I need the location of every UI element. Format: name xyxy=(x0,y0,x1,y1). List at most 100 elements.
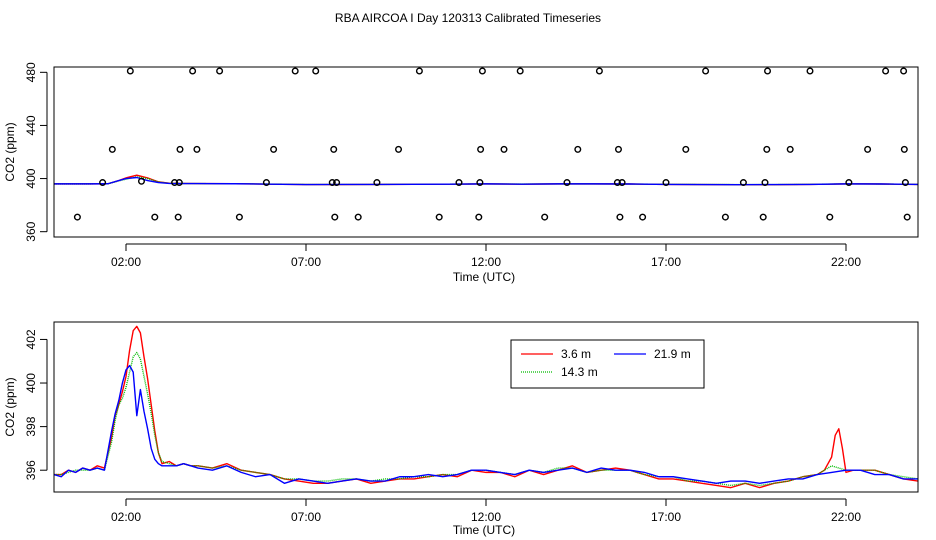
legend: 3.6 m 14.3 m 21.9 m xyxy=(510,339,705,389)
top-data-point xyxy=(328,179,336,187)
top-panel: 02:00 07:00 12:00 17:00 22:00 360 400 440 480 T… xyxy=(3,62,919,284)
top-y-tick-label: 440 xyxy=(24,115,38,135)
bottom-plot-data xyxy=(53,325,919,489)
bottom-x-tick-label: 17:00 xyxy=(651,510,681,524)
top-x-tick-label: 07:00 xyxy=(291,255,321,269)
figure-title: RBA AIRCOA I Day 120313 Calibrated Times… xyxy=(335,11,601,25)
top-data-point xyxy=(193,145,201,153)
bottom-x-tick-label: 22:00 xyxy=(831,510,861,524)
top-data-point xyxy=(806,67,814,75)
top-data-point xyxy=(262,179,270,187)
legend-label-3-6m: 3.6 m xyxy=(561,347,591,361)
top-data-point xyxy=(903,213,911,221)
top-data-point xyxy=(595,67,603,75)
top-data-point xyxy=(764,67,772,75)
top-data-point xyxy=(786,145,794,153)
bottom-x-axis-label: Time (UTC) xyxy=(453,523,515,537)
legend-label-14-3m: 14.3 m xyxy=(561,365,598,379)
bottom-series-line-2 xyxy=(54,351,919,487)
top-data-point xyxy=(614,145,622,153)
top-data-point xyxy=(395,145,403,153)
top-data-point xyxy=(373,179,381,187)
top-data-point xyxy=(435,213,443,221)
bottom-series-line-3 xyxy=(53,364,918,484)
bottom-x-axis: 02:00 07:00 12:00 17:00 22:00 xyxy=(111,498,861,524)
bottom-y-tick-label: 398 xyxy=(24,416,38,436)
top-y-tick-label: 360 xyxy=(24,221,38,241)
top-x-axis: 02:00 07:00 12:00 17:00 22:00 xyxy=(111,243,861,269)
top-x-tick-label: 17:00 xyxy=(651,255,681,269)
bottom-panel: 02:00 07:00 12:00 17:00 22:00 396 398 400 402 T… xyxy=(3,321,919,537)
top-data-point xyxy=(175,179,183,187)
bottom-plot-frame xyxy=(53,321,919,493)
top-data-point xyxy=(845,179,853,187)
top-data-point xyxy=(291,67,299,75)
top-data-point xyxy=(900,67,908,75)
bottom-x-tick-label: 12:00 xyxy=(471,510,501,524)
top-data-point xyxy=(616,213,624,221)
top-data-point xyxy=(235,213,243,221)
top-data-point xyxy=(330,145,338,153)
top-data-point xyxy=(99,179,107,187)
top-data-point xyxy=(563,179,571,187)
bottom-y-axis-label: CO2 (ppm) xyxy=(3,377,17,436)
bottom-y-tick-label: 396 xyxy=(24,460,38,480)
bottom-x-tick-label: 07:00 xyxy=(291,510,321,524)
top-x-tick-label: 02:00 xyxy=(111,255,141,269)
top-data-point xyxy=(702,67,710,75)
bottom-y-tick-label: 402 xyxy=(24,329,38,349)
top-data-point xyxy=(864,145,872,153)
top-data-point xyxy=(662,179,670,187)
top-data-point xyxy=(901,179,909,187)
top-data-point xyxy=(613,179,621,187)
bottom-y-tick-label: 400 xyxy=(24,373,38,393)
legend-label-21-9m: 21.9 m xyxy=(654,347,691,361)
top-data-point xyxy=(739,179,747,187)
top-data-point xyxy=(270,145,278,153)
top-data-point xyxy=(478,67,486,75)
top-data-point xyxy=(455,179,463,187)
top-data-point xyxy=(333,179,341,187)
top-data-point xyxy=(331,213,339,221)
top-data-point xyxy=(151,213,159,221)
top-x-tick-label: 12:00 xyxy=(471,255,501,269)
top-series-line-3 xyxy=(54,176,919,186)
top-data-point xyxy=(312,67,320,75)
top-plot-frame xyxy=(53,66,919,238)
top-data-point xyxy=(541,213,549,221)
top-data-point xyxy=(415,67,423,75)
top-data-point xyxy=(763,145,771,153)
top-y-tick-label: 400 xyxy=(24,168,38,188)
top-data-point xyxy=(759,213,767,221)
top-data-point xyxy=(500,145,508,153)
top-data-point xyxy=(900,145,908,153)
bottom-y-axis: 396 398 400 402 xyxy=(24,329,48,480)
top-data-point xyxy=(826,213,834,221)
top-plot-data xyxy=(54,67,919,221)
top-data-point xyxy=(216,67,224,75)
bottom-x-tick-label: 02:00 xyxy=(111,510,141,524)
top-data-point xyxy=(516,67,524,75)
top-data-point xyxy=(639,213,647,221)
top-data-point xyxy=(176,145,184,153)
top-data-point xyxy=(108,145,116,153)
top-data-point xyxy=(354,213,362,221)
legend-box xyxy=(510,339,705,389)
top-data-point xyxy=(761,179,769,187)
top-y-axis: 360 400 440 480 xyxy=(24,62,48,242)
top-data-point xyxy=(882,67,890,75)
top-y-axis-label: CO2 (ppm) xyxy=(3,122,17,181)
top-data-point xyxy=(618,179,626,187)
top-y-tick-label: 480 xyxy=(24,62,38,82)
top-x-tick-label: 22:00 xyxy=(831,255,861,269)
top-data-point xyxy=(721,213,729,221)
top-data-point xyxy=(476,179,484,187)
top-data-point xyxy=(477,145,485,153)
top-data-point xyxy=(137,177,145,185)
top-data-point xyxy=(189,67,197,75)
top-data-point xyxy=(174,213,182,221)
top-data-point xyxy=(475,213,483,221)
top-data-point xyxy=(73,213,81,221)
top-data-point xyxy=(126,67,134,75)
